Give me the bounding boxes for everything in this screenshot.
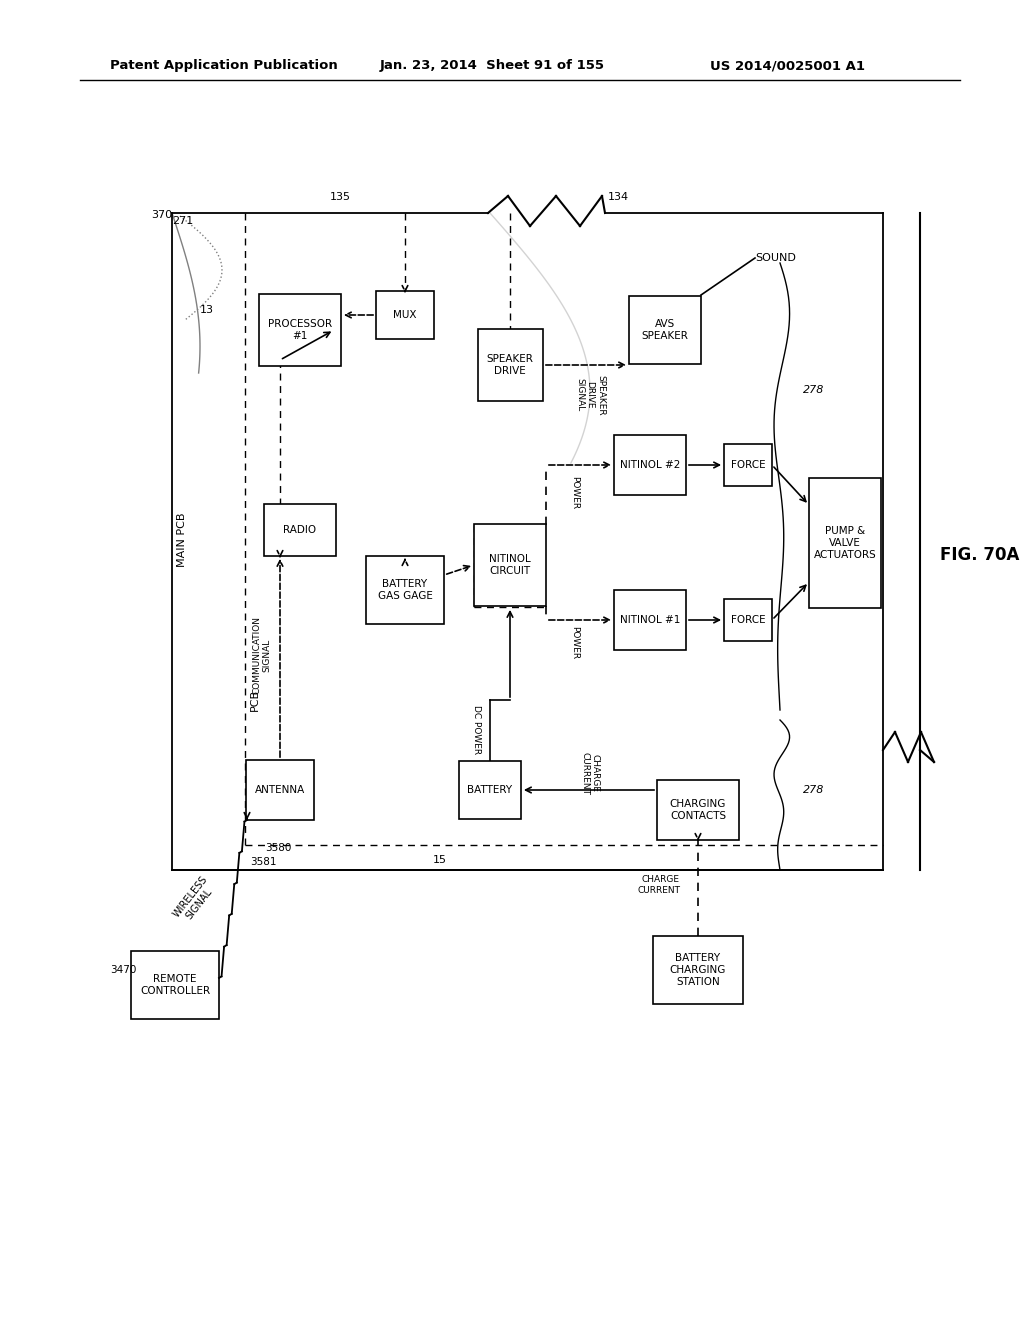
- Text: BATTERY: BATTERY: [467, 785, 513, 795]
- Bar: [246, 760, 314, 820]
- Bar: [477, 329, 543, 401]
- Text: 15: 15: [433, 855, 447, 865]
- Text: US 2014/0025001 A1: US 2014/0025001 A1: [710, 59, 865, 73]
- Text: 3580: 3580: [265, 843, 292, 853]
- Text: NITINOL #1: NITINOL #1: [620, 615, 680, 624]
- Bar: [724, 599, 772, 642]
- Text: MAIN PCB: MAIN PCB: [177, 512, 187, 568]
- Text: WIRELESS
SIGNAL: WIRELESS SIGNAL: [171, 874, 219, 927]
- Text: BATTERY
GAS GAGE: BATTERY GAS GAGE: [378, 579, 432, 601]
- Bar: [614, 590, 686, 649]
- Text: Patent Application Publication: Patent Application Publication: [110, 59, 338, 73]
- Text: MUX: MUX: [393, 310, 417, 319]
- Text: RADIO: RADIO: [284, 525, 316, 535]
- Text: BATTERY
CHARGING
STATION: BATTERY CHARGING STATION: [670, 953, 726, 986]
- Text: FORCE: FORCE: [731, 615, 765, 624]
- Bar: [614, 436, 686, 495]
- Bar: [653, 936, 743, 1005]
- Text: CHARGE
CURRENT: CHARGE CURRENT: [581, 751, 600, 795]
- Text: SPEAKER
DRIVE: SPEAKER DRIVE: [486, 354, 534, 376]
- Text: PUMP &
VALVE
ACTUATORS: PUMP & VALVE ACTUATORS: [814, 527, 877, 560]
- Text: COMMUNICATION
SIGNAL: COMMUNICATION SIGNAL: [252, 616, 271, 694]
- Text: 278: 278: [803, 385, 824, 395]
- Text: DC POWER: DC POWER: [471, 705, 480, 755]
- Bar: [474, 524, 546, 606]
- Text: 134: 134: [607, 191, 629, 202]
- Bar: [459, 762, 521, 818]
- Text: POWER: POWER: [570, 627, 580, 660]
- Text: NITINOL #2: NITINOL #2: [620, 459, 680, 470]
- Bar: [131, 950, 219, 1019]
- Text: 278: 278: [803, 785, 824, 795]
- Text: 3470: 3470: [110, 965, 136, 975]
- Text: PCB: PCB: [250, 689, 260, 711]
- Text: POWER: POWER: [570, 477, 580, 510]
- Text: 271: 271: [172, 216, 194, 226]
- Text: REMOTE
CONTROLLER: REMOTE CONTROLLER: [140, 974, 210, 995]
- Text: SPEAKER
DRIVE
SIGNAL: SPEAKER DRIVE SIGNAL: [575, 375, 605, 416]
- Bar: [366, 556, 444, 624]
- Text: PROCESSOR
#1: PROCESSOR #1: [268, 319, 332, 341]
- Bar: [264, 504, 336, 556]
- Text: CHARGING
CONTACTS: CHARGING CONTACTS: [670, 799, 726, 821]
- Text: CHARGE
CURRENT: CHARGE CURRENT: [637, 875, 680, 895]
- Text: 370: 370: [151, 210, 172, 220]
- Text: FORCE: FORCE: [731, 459, 765, 470]
- Text: 13: 13: [200, 305, 214, 315]
- Text: AVS
SPEAKER: AVS SPEAKER: [642, 319, 688, 341]
- Text: FIG. 70A: FIG. 70A: [940, 546, 1019, 564]
- Bar: [657, 780, 739, 840]
- Text: NITINOL
CIRCUIT: NITINOL CIRCUIT: [489, 554, 530, 576]
- Bar: [259, 294, 341, 366]
- Text: ANTENNA: ANTENNA: [255, 785, 305, 795]
- Bar: [809, 478, 881, 609]
- Text: 3581: 3581: [250, 857, 276, 867]
- Text: SOUND: SOUND: [755, 253, 796, 263]
- Text: 135: 135: [330, 191, 350, 202]
- Text: Jan. 23, 2014  Sheet 91 of 155: Jan. 23, 2014 Sheet 91 of 155: [380, 59, 605, 73]
- Bar: [629, 296, 701, 364]
- Bar: [724, 444, 772, 486]
- Bar: [376, 290, 434, 339]
